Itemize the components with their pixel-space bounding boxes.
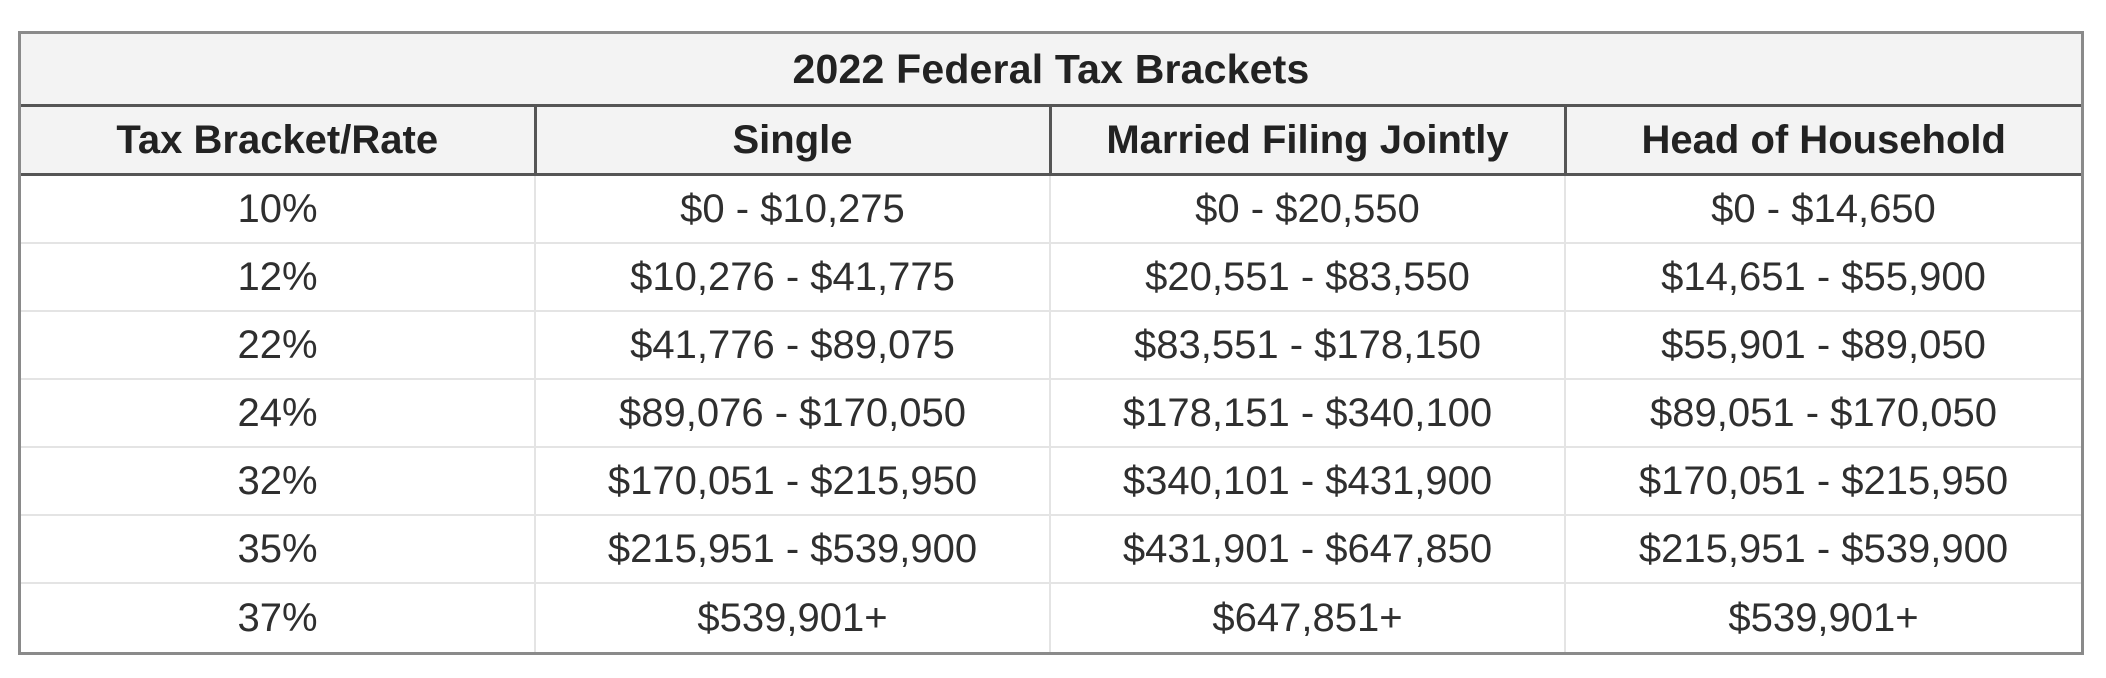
head-of-household-cell: $539,901+	[1728, 595, 1919, 640]
married-jointly-cell: $340,101 - $431,900	[1050, 447, 1566, 516]
rate-cell: 37%	[21, 583, 536, 652]
table-title: 2022 Federal Tax Brackets	[21, 34, 2081, 107]
single-cell: $0 - $10,275	[535, 174, 1051, 244]
header-row: Tax Bracket/Rate Single Married Filing J…	[21, 107, 2081, 176]
table-row: 22% $41,776 - $89,075 $83,551 - $178,150…	[21, 311, 2081, 380]
single-cell: $215,951 - $539,900	[535, 515, 1051, 584]
table-row: 10% $0 - $10,275 $0 - $20,550 $0 - $14,6…	[21, 174, 2081, 244]
head-of-household-cell: $0 - $14,650	[1565, 174, 2081, 244]
single-cell: $170,051 - $215,950	[535, 447, 1051, 516]
single-cell: $89,076 - $170,050	[535, 379, 1051, 448]
header-head-of-household: Head of Household	[1565, 107, 2081, 176]
head-of-household-cell: $14,651 - $55,900	[1565, 243, 2081, 312]
tax-bracket-table: 2022 Federal Tax Brackets Tax Bracket/Ra…	[18, 31, 2084, 655]
table-row: 35% $215,951 - $539,900 $431,901 - $647,…	[21, 515, 2081, 584]
married-jointly-cell: $20,551 - $83,550	[1050, 243, 1566, 312]
header-tax-bracket-rate: Tax Bracket/Rate	[21, 107, 537, 176]
table-row: 24% $89,076 - $170,050 $178,151 - $340,1…	[21, 379, 2081, 448]
married-jointly-cell: $178,151 - $340,100	[1050, 379, 1566, 448]
rate-cell: 12%	[21, 243, 536, 312]
table-row: 37% $539,901+ $647,851+ $539,901+	[21, 583, 2081, 652]
single-cell: $41,776 - $89,075	[535, 311, 1051, 380]
married-jointly-cell: $0 - $20,550	[1050, 174, 1566, 244]
single-cell: $10,276 - $41,775	[535, 243, 1051, 312]
single-cell: $539,901+	[535, 583, 1051, 652]
head-of-household-cell: $55,901 - $89,050	[1565, 311, 2081, 380]
table-row: 32% $170,051 - $215,950 $340,101 - $431,…	[21, 447, 2081, 516]
married-jointly-cell: $431,901 - $647,850	[1050, 515, 1566, 584]
rate-cell: 10%	[21, 174, 536, 244]
header-single: Single	[535, 107, 1052, 176]
head-of-household-cell: $215,951 - $539,900	[1565, 515, 2081, 584]
rate-cell: 32%	[21, 447, 536, 516]
head-of-household-cell: $170,051 - $215,950	[1565, 447, 2081, 516]
rate-cell: 24%	[21, 379, 536, 448]
rate-cell: 22%	[21, 311, 536, 380]
table-row: 12% $10,276 - $41,775 $20,551 - $83,550 …	[21, 243, 2081, 312]
header-married-filing-jointly: Married Filing Jointly	[1050, 107, 1567, 176]
tax-bracket-grid: Tax Bracket/Rate Single Married Filing J…	[21, 107, 2081, 652]
married-jointly-cell: $647,851+	[1050, 583, 1566, 652]
married-jointly-cell: $83,551 - $178,150	[1050, 311, 1566, 380]
rate-cell: 35%	[21, 515, 536, 584]
head-of-household-cell: $89,051 - $170,050	[1565, 379, 2081, 448]
